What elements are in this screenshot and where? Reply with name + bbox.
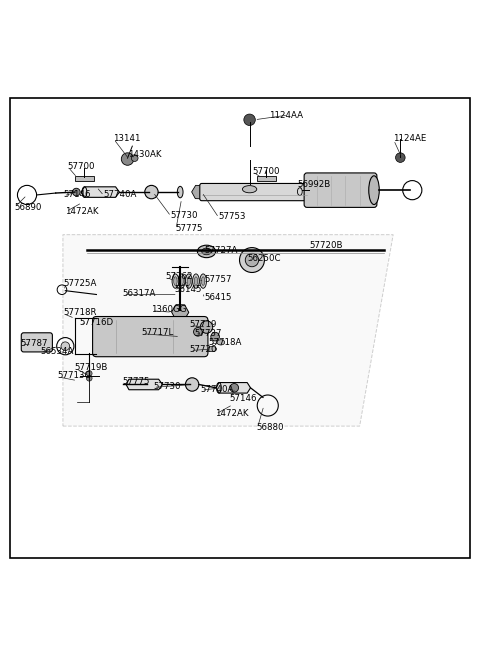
Circle shape (121, 153, 134, 165)
Text: 57717L: 57717L (142, 328, 174, 337)
Text: 57720B: 57720B (310, 241, 343, 250)
Ellipse shape (185, 274, 192, 288)
Text: 57787: 57787 (21, 338, 48, 348)
Ellipse shape (202, 277, 205, 285)
Circle shape (244, 114, 255, 125)
Text: 1472AK: 1472AK (215, 409, 249, 418)
Ellipse shape (172, 274, 179, 288)
Circle shape (245, 253, 259, 267)
Text: 57718A: 57718A (209, 338, 242, 347)
Text: 57146: 57146 (63, 190, 90, 199)
Text: 57730: 57730 (170, 211, 198, 220)
Ellipse shape (200, 274, 206, 288)
Text: 57700: 57700 (68, 162, 95, 171)
Polygon shape (216, 382, 251, 393)
Circle shape (240, 247, 264, 272)
Text: 1472AK: 1472AK (65, 207, 99, 216)
Text: 57719: 57719 (190, 320, 217, 329)
FancyBboxPatch shape (304, 173, 377, 207)
Text: 1360GG: 1360GG (152, 305, 187, 314)
Circle shape (61, 342, 70, 350)
Text: 57700: 57700 (252, 167, 279, 176)
Text: 57713C: 57713C (57, 371, 91, 380)
Ellipse shape (178, 274, 185, 288)
Text: 57719B: 57719B (75, 363, 108, 372)
Text: 57775: 57775 (123, 377, 150, 386)
Circle shape (86, 371, 92, 377)
Ellipse shape (197, 245, 216, 258)
Text: 57720: 57720 (190, 345, 217, 354)
Circle shape (145, 186, 158, 199)
Text: 57762: 57762 (166, 272, 193, 281)
Circle shape (230, 384, 239, 392)
Circle shape (185, 378, 199, 391)
Ellipse shape (192, 274, 199, 288)
Ellipse shape (208, 346, 216, 352)
Text: 57146: 57146 (229, 394, 257, 403)
Text: 56145: 56145 (174, 285, 202, 294)
Text: 57730: 57730 (153, 382, 180, 391)
Ellipse shape (242, 186, 257, 193)
Circle shape (396, 153, 405, 163)
Text: 1124AE: 1124AE (393, 134, 427, 144)
Text: 57725A: 57725A (63, 279, 96, 289)
Text: 56890: 56890 (14, 203, 41, 212)
Polygon shape (81, 187, 120, 197)
Text: 57716D: 57716D (80, 318, 114, 327)
Text: 1430AK: 1430AK (128, 150, 161, 159)
Text: 57753: 57753 (218, 213, 246, 222)
Text: 56992B: 56992B (298, 180, 331, 189)
Ellipse shape (369, 176, 379, 205)
FancyBboxPatch shape (93, 316, 208, 357)
Ellipse shape (187, 277, 191, 285)
Text: 57718R: 57718R (63, 308, 96, 318)
Ellipse shape (217, 340, 225, 345)
FancyBboxPatch shape (200, 184, 309, 201)
Polygon shape (63, 235, 393, 426)
Text: 57740A: 57740A (201, 385, 234, 394)
FancyBboxPatch shape (21, 333, 52, 352)
Text: 13141: 13141 (113, 134, 141, 144)
Bar (257, 176, 276, 180)
Ellipse shape (194, 277, 198, 285)
Circle shape (211, 333, 219, 341)
Polygon shape (126, 379, 162, 390)
Text: 56250C: 56250C (247, 254, 281, 263)
Text: 57737: 57737 (194, 329, 222, 338)
Text: 56880: 56880 (257, 423, 284, 432)
Ellipse shape (202, 248, 211, 255)
Bar (75, 176, 94, 180)
Text: 56415: 56415 (204, 293, 232, 302)
Text: 1124AA: 1124AA (269, 110, 303, 119)
Circle shape (193, 327, 202, 336)
Circle shape (132, 155, 138, 161)
Circle shape (86, 375, 92, 381)
Text: 57727A: 57727A (204, 246, 238, 255)
Ellipse shape (174, 277, 177, 285)
Ellipse shape (180, 277, 183, 285)
Circle shape (200, 321, 213, 333)
Text: 56317A: 56317A (123, 289, 156, 298)
Circle shape (72, 188, 80, 196)
Text: 57757: 57757 (204, 275, 232, 283)
Text: 57775: 57775 (175, 224, 203, 233)
Text: 57740A: 57740A (104, 190, 137, 199)
Ellipse shape (177, 186, 183, 198)
Text: 56534A: 56534A (40, 348, 73, 356)
